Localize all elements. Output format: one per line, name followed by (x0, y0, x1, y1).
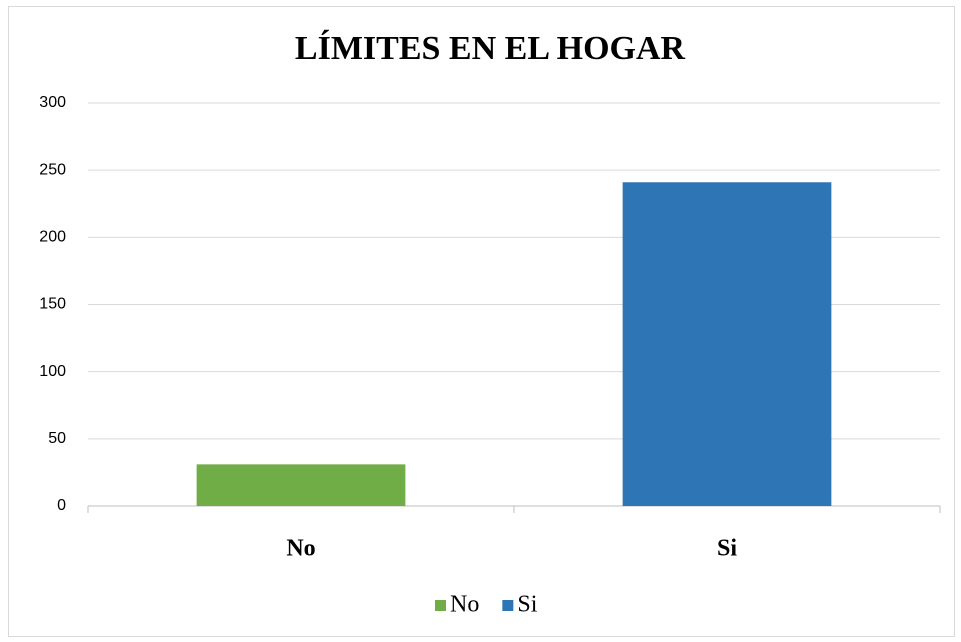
legend-swatch (502, 600, 514, 611)
y-tick-label: 250 (39, 161, 66, 178)
bar (622, 182, 832, 507)
y-tick-label: 200 (39, 229, 66, 246)
y-tick-label: 50 (48, 430, 66, 447)
x-tick-label: Si (717, 536, 737, 562)
legend-label: Si (517, 592, 537, 618)
chart-title: LÍMITES EN EL HOGAR (295, 30, 686, 67)
legend-label: No (450, 592, 479, 618)
y-tick-label: 150 (39, 296, 66, 313)
x-tick-label: No (286, 536, 315, 562)
y-tick-label: 0 (57, 497, 66, 514)
legend-swatch (435, 600, 446, 611)
y-tick-label: 300 (39, 94, 66, 111)
y-tick-label: 100 (39, 363, 66, 380)
bar (196, 464, 406, 506)
